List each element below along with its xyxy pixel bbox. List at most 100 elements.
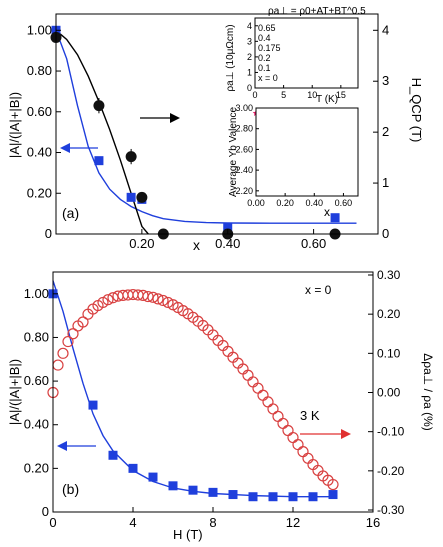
panel-b-point <box>228 490 238 500</box>
panel-b-point <box>147 291 159 303</box>
inset2-ytick-label: 2.60 <box>235 144 253 154</box>
panel-b-arrowhead-right <box>341 429 351 439</box>
panel-b-point <box>248 492 258 502</box>
panel-b-ytick-label: 0.80 <box>24 329 49 344</box>
inset2-ytick-label: 2.80 <box>235 124 253 134</box>
panel-a-arrowhead-right <box>170 113 180 123</box>
panel-a-xtick-label: 0.60 <box>301 236 326 251</box>
panel-b-point <box>267 403 279 415</box>
panel-b-y2tick-label: -0.10 <box>377 425 405 439</box>
panel-a-point <box>223 223 233 233</box>
inset2-frame <box>255 107 359 197</box>
panel-b-label: (b) <box>62 481 79 497</box>
inset2-xtick-label: 0.60 <box>335 198 353 208</box>
panel-b-xtick-label: 12 <box>286 515 300 530</box>
panel-a-point <box>330 213 340 223</box>
panel-b-point <box>268 492 278 502</box>
panel-b-arrowhead-left <box>57 441 67 451</box>
inset1-xtick-label: 5 <box>281 90 286 100</box>
panel-a-y2tick-label: 3 <box>382 73 389 88</box>
panel-b-point <box>152 293 164 305</box>
panel-b-point <box>327 478 339 491</box>
inset2-xtick-label: 0.00 <box>247 198 265 208</box>
inset1-series-label: x = 0 <box>258 73 278 83</box>
inset2-ytick-label: 2.40 <box>235 165 253 175</box>
inset1-series-label: 0.2 <box>258 53 271 63</box>
panel-a-point <box>93 100 105 112</box>
panel-a-point <box>125 151 137 163</box>
panel-a-arrowhead-left <box>60 143 70 153</box>
panel-b-point <box>247 376 259 388</box>
panel-b-y2tick-label: 0.10 <box>377 346 401 360</box>
panel-a-fit-0 <box>55 30 357 224</box>
panel-b-point <box>108 450 118 460</box>
inset1-xtick-label: 10 <box>307 90 317 100</box>
inset1-xtick-label: 0 <box>252 90 257 100</box>
panel-a-y2label: H_QCP (T) <box>409 78 424 143</box>
panel-b-point <box>67 328 79 340</box>
inset1-ytick-label: 3 <box>247 36 252 46</box>
panel-b-ylabel: |A|/(|A|+|B|) <box>7 359 22 425</box>
panel-a-xtick-label: 0.40 <box>215 236 240 251</box>
panel-b-ytick-label: 1.00 <box>24 286 49 301</box>
panel-a-ytick-label: 1.00 <box>27 22 52 37</box>
panel-b-xlabel: H (T) <box>173 527 203 542</box>
panel-a-label: (a) <box>62 205 79 221</box>
inset1-series-label: 0.4 <box>258 33 271 43</box>
panel-a-ylabel: |A|/(|A|+|B|) <box>7 92 22 158</box>
inset1-ytick-label: 4 <box>247 21 252 31</box>
panel-b-point <box>257 389 269 401</box>
inset1-bg <box>255 18 358 88</box>
panel-b-ytick-label: 0 <box>42 504 49 519</box>
panel-a-ytick-label: 0.40 <box>27 145 52 160</box>
inset2-ytick-label: 3.00 <box>235 103 253 113</box>
panel-a-xtick-label: 0.20 <box>129 236 154 251</box>
panel-a-point <box>136 191 148 203</box>
panel-b-xtick-label: 4 <box>129 515 136 530</box>
panel-b-point <box>162 296 174 309</box>
panel-a-ytick-label: 0.80 <box>27 63 52 78</box>
panel-b-point <box>308 492 318 502</box>
panel-b-point <box>272 410 284 422</box>
inset1-ytick-label: 2 <box>247 52 252 62</box>
inset1-series-label: 0.65 <box>258 23 276 33</box>
panel-a-ytick-label: 0.20 <box>27 185 52 200</box>
panel-b-y2tick-label: 0.30 <box>377 268 401 282</box>
panel-b-point <box>242 369 254 381</box>
panel-a-fit-1 <box>55 29 149 235</box>
panel-b-point <box>128 463 138 473</box>
panel-b-point <box>168 481 178 491</box>
inset1-series-label: 0.175 <box>258 43 281 53</box>
panel-b-ytick-label: 0.40 <box>24 417 49 432</box>
panel-b-point <box>302 452 314 464</box>
panel-a-xlabel: x <box>193 237 200 253</box>
panel-b-point <box>57 347 69 359</box>
panel-b-point <box>262 396 274 408</box>
panel-a-point <box>94 156 104 166</box>
inset1-xlabel: T (K) <box>316 94 338 105</box>
panel-b-ytick-label: 0.60 <box>24 373 49 388</box>
panel-b-point <box>62 335 74 348</box>
inset2-xtick-label: 0.20 <box>276 198 294 208</box>
inset1-xtick-label: 15 <box>336 90 346 100</box>
panel-a-y2tick-label: 4 <box>382 22 389 37</box>
panel-b-point <box>157 294 169 307</box>
panel-b-point <box>288 492 298 502</box>
panel-b-xtick-label: 0 <box>49 515 56 530</box>
panel-b-point <box>287 431 299 444</box>
inset1-frame <box>254 17 359 89</box>
panel-b-xtick-label: 16 <box>366 515 380 530</box>
panel-b-point <box>282 424 294 437</box>
panel-a-ytick-label: 0.60 <box>27 104 52 119</box>
panel-b-ytick-label: 0.20 <box>24 460 49 475</box>
inset1-ylabel: ρa⊥ (10μΩcm) <box>225 24 236 91</box>
panel-b-y2tick-label: 0.00 <box>377 386 401 400</box>
panel-b-point <box>277 417 289 430</box>
panel-a-point <box>126 192 136 202</box>
panel-b-point <box>252 382 264 394</box>
panel-b-point <box>88 400 98 410</box>
inset2-ylabel: Average Yb Valence <box>228 107 239 198</box>
panel-b-y2tick-label: 0.20 <box>377 307 401 321</box>
annotation-x0: x = 0 <box>305 283 332 297</box>
